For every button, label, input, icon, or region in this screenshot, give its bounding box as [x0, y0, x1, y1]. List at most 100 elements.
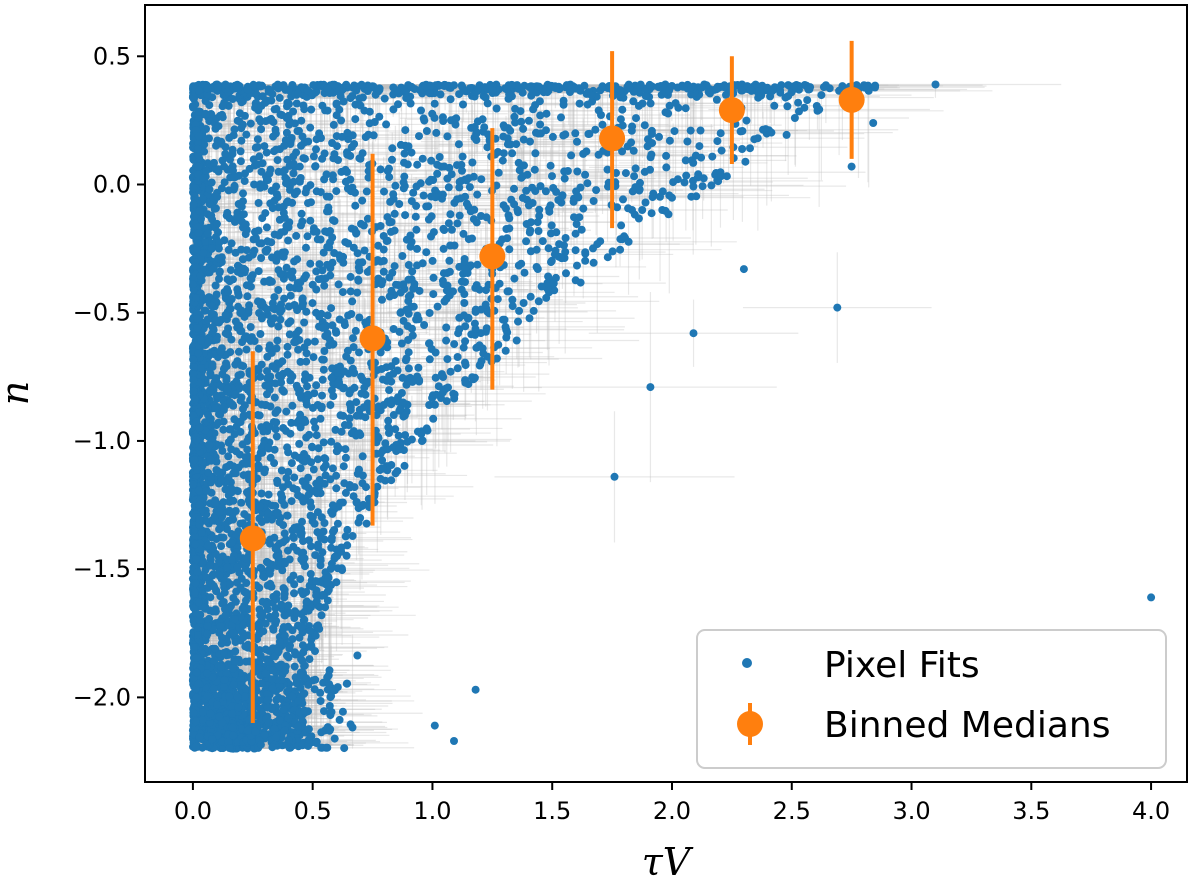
pixel-fit-point — [529, 306, 538, 315]
pixel-fit-point — [415, 286, 424, 295]
pixel-fit-point — [470, 123, 479, 131]
pixel-fit-point — [231, 647, 240, 656]
pixel-fit-point — [217, 184, 226, 193]
pixel-fit-point — [388, 155, 396, 164]
pixel-fit-point — [417, 106, 425, 115]
pixel-fit-point — [447, 225, 456, 234]
pixel-fit-point — [277, 490, 285, 499]
pixel-fit-point — [510, 274, 519, 283]
pixel-fit-point — [283, 155, 292, 164]
pixel-fit-point — [512, 336, 521, 345]
pixel-fit-point — [275, 93, 284, 102]
pixel-fit-point — [351, 326, 360, 335]
pixel-fit-point — [306, 123, 315, 132]
pixel-fit-point — [369, 131, 378, 140]
pixel-fit-point — [536, 182, 545, 191]
pixel-fit-point — [450, 340, 459, 349]
pixel-fit-point — [288, 626, 297, 635]
pixel-fit-point — [340, 367, 349, 376]
pixel-fit-point — [332, 111, 341, 120]
pixel-fit-point — [573, 137, 581, 146]
pixel-fit-point — [255, 411, 264, 420]
pixel-fit-point — [250, 180, 259, 189]
pixel-fit-point — [256, 372, 265, 381]
pixel-fit-point — [306, 570, 315, 578]
pixel-fit-point — [257, 489, 266, 498]
pixel-fit-point — [461, 337, 470, 346]
pixel-fit-point — [296, 464, 305, 473]
pixel-fit-point — [321, 454, 330, 463]
pixel-fit-point — [349, 343, 358, 352]
pixel-fit-point — [630, 172, 639, 181]
pixel-fit-point — [346, 287, 355, 296]
pixel-fit-point — [442, 323, 451, 332]
pixel-fit-point — [646, 99, 655, 108]
pixel-fit-point — [314, 444, 323, 453]
pixel-fit-point — [559, 131, 568, 140]
pixel-fit-point — [493, 295, 502, 304]
pixel-fit-point — [315, 260, 324, 269]
pixel-fit-point — [308, 299, 317, 308]
pixel-fit-point — [422, 248, 431, 257]
pixel-fit-point — [453, 219, 462, 228]
pixel-fit-point — [386, 197, 395, 206]
pixel-fit-point — [571, 229, 580, 238]
pixel-fit-point — [320, 347, 329, 355]
pixel-fit-point — [432, 128, 441, 137]
pixel-fit-point — [443, 132, 452, 141]
pixel-fit-point — [292, 231, 301, 240]
pixel-fit-point — [302, 243, 310, 252]
pixel-fit-point — [782, 130, 791, 139]
pixel-fit-point — [396, 288, 405, 297]
pixel-fit-point — [425, 401, 434, 409]
pixel-fit-point — [520, 268, 529, 277]
pixel-fit-point — [454, 140, 463, 149]
pixel-fit-point — [458, 166, 466, 175]
pixel-fit-point — [331, 327, 340, 336]
pixel-fit-point — [572, 220, 581, 229]
pixel-fit-point — [287, 418, 296, 427]
pixel-fit-point — [376, 165, 385, 174]
pixel-fit-point — [526, 137, 534, 146]
pixel-fit-point — [511, 118, 520, 127]
pixel-fit-point — [681, 104, 690, 113]
pixel-fit-point — [339, 384, 348, 393]
pixel-fit-point — [662, 151, 671, 160]
pixel-fit-point — [253, 135, 262, 144]
pixel-fit-point — [581, 170, 590, 179]
pixel-fit-point — [227, 239, 236, 248]
pixel-fit-point — [375, 112, 384, 121]
pixel-fit-point — [404, 364, 413, 373]
pixel-fit-point — [575, 213, 584, 222]
pixel-fit-point — [538, 237, 547, 246]
pixel-fit-point — [357, 372, 366, 381]
pixel-fit-point — [264, 490, 273, 499]
pixel-fit-point — [533, 265, 542, 273]
pixel-fit-point — [332, 471, 341, 480]
pixel-fit-point — [294, 345, 303, 354]
pixel-fit-point — [273, 156, 282, 165]
pixel-fit-point — [707, 181, 716, 190]
pixel-fit-point — [508, 302, 517, 311]
pixel-fit-point — [478, 115, 487, 124]
pixel-fit-point — [211, 281, 220, 290]
pixel-fit-point — [220, 178, 229, 187]
pixel-fit-point — [274, 286, 283, 294]
pixel-fit-point — [239, 189, 247, 198]
pixel-fit-point — [310, 417, 318, 426]
pixel-fit-point — [391, 181, 400, 190]
pixel-fit-point — [511, 104, 520, 113]
pixel-fit-point — [339, 462, 348, 471]
pixel-fit-point — [608, 247, 617, 256]
pixel-fit-point — [353, 288, 362, 297]
pixel-fit-point — [404, 336, 413, 344]
pixel-fit-point — [544, 244, 553, 253]
pixel-fit-point — [673, 175, 682, 184]
pixel-fit-point — [575, 99, 584, 108]
pixel-fit-point — [318, 391, 326, 400]
pixel-fit-point — [333, 519, 342, 528]
pixel-fit-point — [483, 143, 492, 152]
pixel-fit-point — [665, 101, 674, 110]
pixel-fit-point — [388, 144, 397, 153]
